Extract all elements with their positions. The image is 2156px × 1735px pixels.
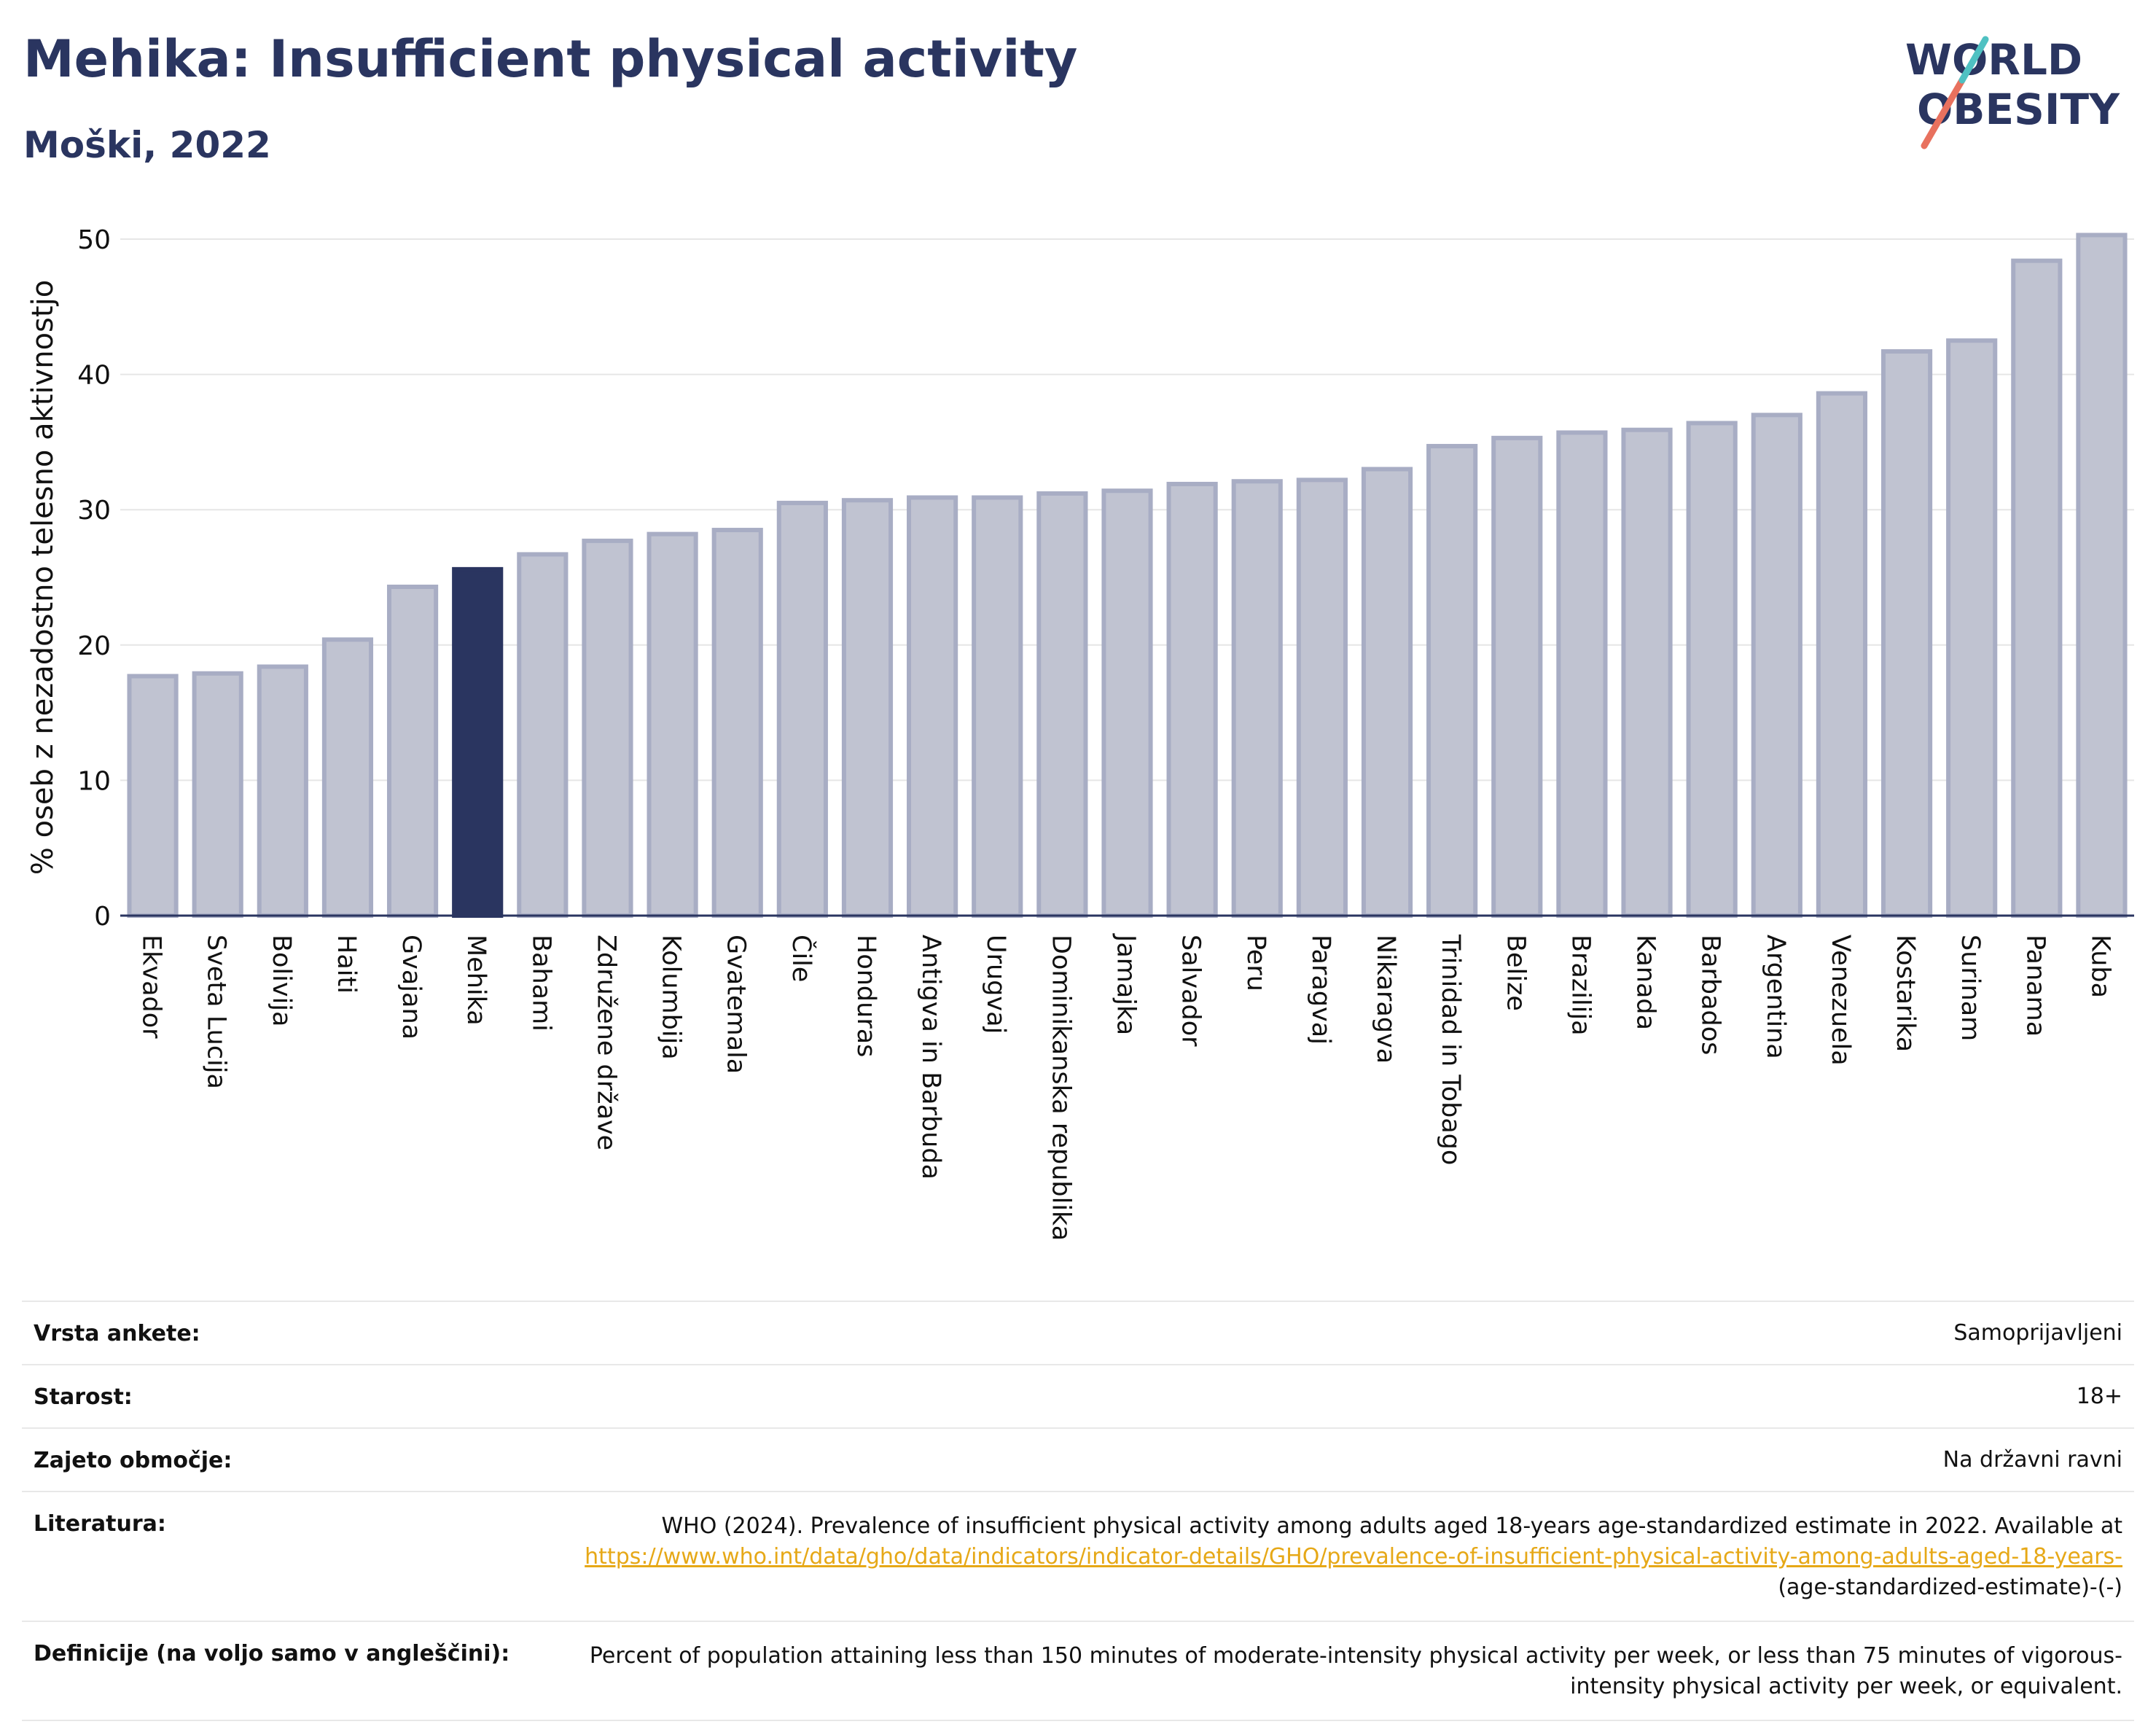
- x-tick-label: Dominikanska republika: [1046, 935, 1075, 1241]
- x-tick-label: Združene države: [591, 935, 620, 1150]
- bar-gvajana: [386, 584, 439, 918]
- bar-urugvaj: [972, 495, 1023, 918]
- x-tick-label: Kostarika: [1891, 935, 1920, 1052]
- bar-barbados: [1686, 421, 1738, 918]
- meta-label: Literatura:: [34, 1511, 166, 1537]
- x-tick-label: Honduras: [851, 935, 880, 1057]
- bar-surinam: [1946, 338, 1998, 918]
- x-tick-label: Panama: [2020, 935, 2050, 1037]
- x-tick-label: Haiti: [332, 935, 361, 994]
- bar-čile: [776, 500, 828, 918]
- x-tick-label: Argentina: [1761, 935, 1790, 1059]
- meta-label: Definicije (na voljo samo v angleščini):: [34, 1641, 510, 1666]
- reference-link[interactable]: https://www.who.int/data/gho/data/indica…: [585, 1544, 2122, 1570]
- logo-slash-red: [1921, 77, 1966, 149]
- world-obesity-logo: WORLD OBESITY: [1905, 35, 2120, 149]
- meta-row-references: Literatura: WHO (2024). Prevalence of in…: [22, 1492, 2134, 1622]
- x-tick-label: Mehika: [461, 935, 491, 1026]
- logo-line2: OBESITY: [1917, 85, 2120, 134]
- bar-chart: 0 10 20 30 40 50 % oseb z nezadostno telesno …: [26, 225, 2134, 1241]
- x-tick-label: Nikaragva: [1371, 935, 1400, 1064]
- x-tick-label: Kolumbija: [657, 935, 686, 1060]
- bar-venezuela: [1816, 391, 1868, 918]
- bar-trinidad-in-tobago: [1426, 443, 1478, 918]
- meta-row-definitions: Definicije (na voljo samo v angleščini):…: [22, 1622, 2134, 1721]
- x-tick-label: Gvatemala: [722, 935, 751, 1074]
- bar-kuba: [2076, 233, 2128, 918]
- x-tick-label: Paragvaj: [1306, 935, 1335, 1045]
- meta-row-age: Starost: 18+: [22, 1365, 2134, 1429]
- bar-združene-države: [582, 538, 633, 918]
- bar-bahami: [517, 552, 569, 918]
- x-tick-label: Jamajka: [1112, 933, 1141, 1035]
- bar-bolivija: [257, 664, 308, 918]
- meta-row-coverage: Zajeto območje: Na državni ravni: [22, 1429, 2134, 1492]
- x-tick-label: Antigva in Barbuda: [916, 935, 945, 1180]
- bar-haiti: [321, 637, 374, 918]
- meta-value: WHO (2024). Prevalence of insufficient p…: [555, 1511, 2122, 1603]
- metadata-table: Vrsta ankete: Samoprijavljeni Starost: 1…: [22, 1301, 2134, 1721]
- y-tick-label: 20: [77, 631, 111, 661]
- bar-kostarika: [1880, 349, 1933, 919]
- x-tick-label: Sveta Lucija: [202, 935, 231, 1089]
- x-tick-label: Ekvador: [137, 935, 166, 1039]
- logo-line1: WORLD: [1905, 35, 2082, 85]
- x-tick-label: Belize: [1501, 935, 1530, 1011]
- x-tick-label: Surinam: [1956, 935, 1985, 1041]
- x-tick-label: Čile: [786, 935, 817, 982]
- x-axis-labels: Ekvador Sveta Lucija Bolivija Haiti Gvajana M…: [137, 933, 2115, 1241]
- y-tick-label: 0: [94, 902, 111, 932]
- meta-label: Zajeto območje:: [34, 1448, 233, 1473]
- reference-suffix: (age-standardized-estimate)-(-): [1778, 1575, 2122, 1600]
- y-axis-ticks: 0 10 20 30 40 50: [77, 225, 111, 932]
- y-tick-label: 40: [77, 361, 111, 391]
- meta-value: Percent of population attaining less tha…: [589, 1643, 2122, 1699]
- meta-row-survey-type: Vrsta ankete: Samoprijavljeni: [22, 1302, 2134, 1365]
- meta-value: Na državni ravni: [1942, 1447, 2122, 1473]
- x-tick-label: Venezuela: [1826, 935, 1855, 1066]
- bar-mehika: [452, 566, 504, 918]
- reference-text: WHO (2024). Prevalence of insufficient p…: [661, 1513, 2122, 1539]
- y-tick-label: 10: [77, 766, 111, 796]
- x-tick-label: Brazilija: [1566, 935, 1595, 1036]
- bar-paragvaj: [1296, 477, 1348, 918]
- x-tick-label: Barbados: [1696, 935, 1725, 1055]
- x-tick-label: Urugvaj: [981, 935, 1010, 1034]
- x-tick-label: Gvajana: [397, 935, 426, 1040]
- bar-nikaragva: [1361, 467, 1413, 918]
- bar-salvador: [1166, 481, 1218, 918]
- bar-brazilija: [1556, 430, 1608, 918]
- x-tick-label: Bolivija: [267, 935, 296, 1026]
- bar-kolumbija: [647, 531, 698, 918]
- x-tick-label: Peru: [1241, 935, 1270, 991]
- meta-value: 18+: [2076, 1384, 2122, 1409]
- x-tick-label: Kanada: [1631, 935, 1660, 1030]
- chart-title: Mehika: Insufficient physical activity: [23, 29, 1078, 89]
- x-tick-label: Trinidad in Tobago: [1436, 934, 1465, 1165]
- bar-argentina: [1751, 413, 1802, 918]
- x-tick-label: Bahami: [526, 935, 555, 1032]
- logo-slash-teal: [1958, 36, 1989, 84]
- meta-label: Vrsta ankete:: [34, 1321, 200, 1346]
- bars: [127, 233, 2128, 919]
- bar-antigva-in-barbuda: [907, 495, 958, 918]
- x-tick-label: Salvador: [1176, 935, 1206, 1047]
- bar-ekvador: [127, 674, 179, 918]
- bar-gvatemala: [711, 528, 763, 918]
- bar-honduras: [841, 498, 894, 918]
- x-tick-label: Kuba: [2085, 935, 2114, 998]
- bar-panama: [2011, 258, 2063, 919]
- bar-belize: [1491, 435, 1543, 918]
- meta-value: Samoprijavljeni: [1953, 1320, 2122, 1346]
- bar-kanada: [1621, 427, 1673, 918]
- meta-label: Starost:: [34, 1384, 133, 1410]
- bar-jamajka: [1101, 488, 1153, 918]
- y-axis-title: % oseb z nezadostno telesno aktivnostjo: [26, 280, 60, 875]
- y-tick-label: 30: [77, 496, 111, 526]
- y-tick-label: 50: [77, 225, 111, 255]
- bar-peru: [1231, 479, 1283, 918]
- bar-sveta-lucija: [192, 671, 243, 918]
- bar-dominikanska-republika: [1036, 491, 1088, 918]
- chart-subtitle: Moški, 2022: [23, 124, 271, 166]
